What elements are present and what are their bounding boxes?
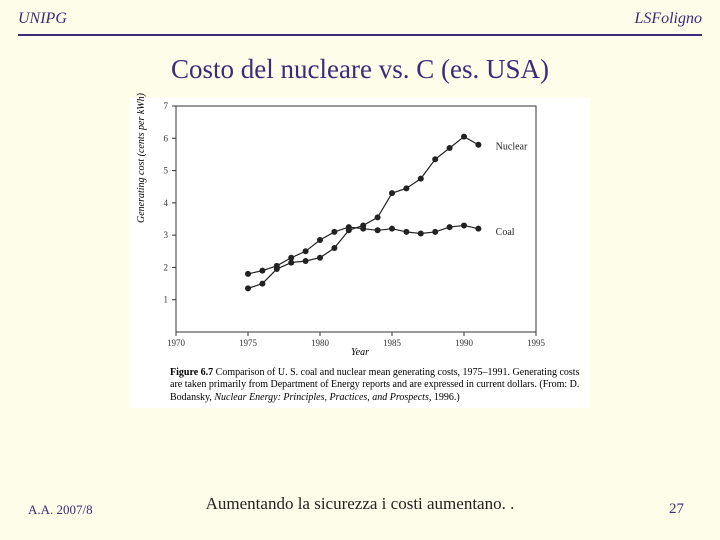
svg-text:7: 7: [164, 101, 169, 111]
x-axis-label: Year: [130, 347, 590, 358]
slide-title: Costo del nucleare vs. C (es. USA): [0, 54, 720, 85]
slide: UNIPG LSFoligno Costo del nucleare vs. C…: [0, 0, 720, 540]
header-left: UNIPG: [18, 10, 67, 28]
chart-figure: 1970197519801985199019951234567NuclearCo…: [130, 98, 590, 408]
page-number: 27: [669, 501, 684, 518]
svg-text:Nuclear: Nuclear: [496, 141, 528, 152]
y-axis-label: Generating cost (cents per kWh): [136, 93, 147, 223]
svg-text:2: 2: [164, 262, 169, 272]
figure-caption: Figure 6.7 Comparison of U. S. coal and …: [170, 367, 580, 405]
header-bar: UNIPG LSFoligno: [18, 10, 702, 28]
svg-text:5: 5: [164, 166, 169, 176]
svg-text:1: 1: [164, 295, 169, 305]
footer-note: Aumentando la sicurezza i costi aumentan…: [0, 494, 720, 514]
caption-ital: Nuclear Energy: Principles, Practices, a…: [214, 392, 431, 403]
svg-text:Coal: Coal: [496, 227, 515, 238]
caption-label: Figure 6.7: [170, 367, 213, 378]
footer-left: A.A. 2007/8: [28, 502, 93, 518]
chart-svg: 1970197519801985199019951234567NuclearCo…: [130, 98, 590, 408]
caption-tail: 1996.): [434, 392, 460, 403]
header-rule: [18, 34, 702, 36]
svg-text:4: 4: [164, 198, 169, 208]
header-right: LSFoligno: [634, 10, 702, 28]
svg-text:3: 3: [164, 230, 169, 240]
svg-text:6: 6: [164, 133, 169, 143]
